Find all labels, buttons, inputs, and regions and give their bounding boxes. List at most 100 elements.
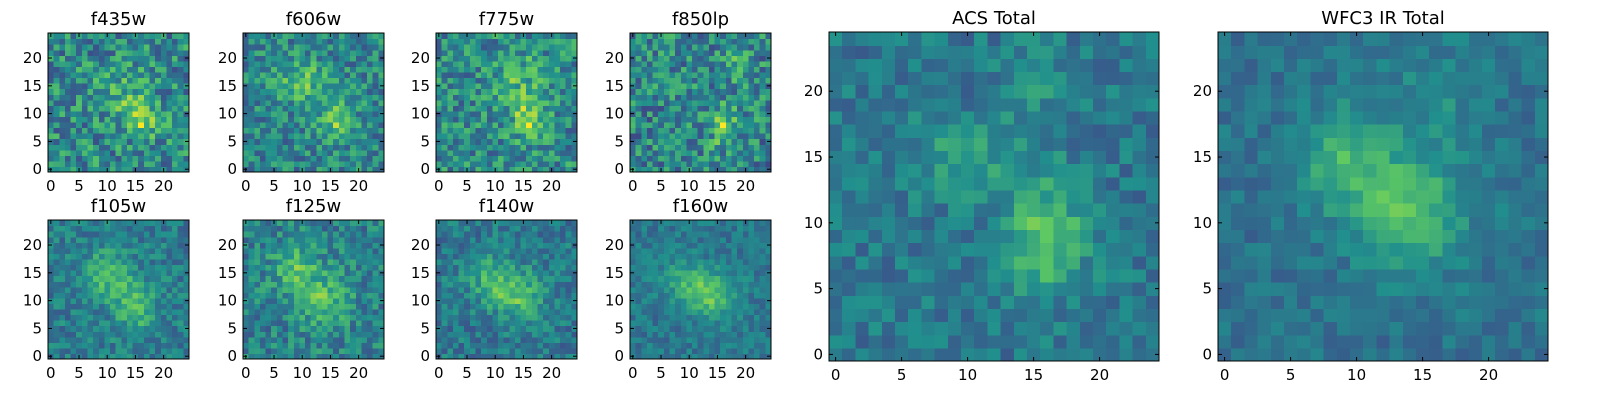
heatmap-cell — [150, 298, 156, 304]
heatmap-cell — [436, 89, 442, 95]
heatmap-cell — [509, 292, 515, 298]
heatmap-cell — [350, 342, 356, 348]
heatmap-cell — [543, 139, 549, 145]
heatmap-cell — [521, 259, 527, 265]
heatmap-cell — [509, 242, 515, 248]
heatmap-cell — [715, 122, 721, 128]
heatmap-cell — [99, 320, 105, 326]
heatmap-cell — [249, 111, 255, 117]
heatmap-cell — [743, 303, 749, 309]
heatmap-cell — [138, 253, 144, 259]
heatmap-cell — [150, 292, 156, 298]
heatmap-cell — [686, 281, 692, 287]
heatmap-cell — [743, 61, 749, 67]
heatmap-cell — [543, 133, 549, 139]
heatmap-cell — [260, 253, 266, 259]
heatmap-cell — [549, 116, 555, 122]
heatmap-cell — [715, 100, 721, 106]
heatmap-cell — [498, 342, 504, 348]
heatmap-cell — [59, 326, 65, 332]
heatmap-cell — [133, 348, 139, 354]
heatmap-cell — [447, 237, 453, 243]
heatmap-cell — [447, 342, 453, 348]
heatmap-cell — [127, 44, 133, 50]
heatmap-cell — [110, 44, 116, 50]
heatmap-cell — [653, 320, 659, 326]
heatmap-cell — [549, 89, 555, 95]
heatmap-cell — [453, 348, 459, 354]
heatmap-cell — [76, 298, 82, 304]
heatmap-cell — [254, 220, 260, 226]
heatmap-cell — [328, 287, 334, 293]
heatmap-cell — [110, 242, 116, 248]
heatmap-cell — [492, 111, 498, 117]
heatmap-cell — [464, 100, 470, 106]
heatmap-cell — [260, 150, 266, 156]
heatmap-cell — [760, 39, 766, 45]
y-tick-label: 10 — [218, 292, 237, 310]
heatmap-cell — [675, 100, 681, 106]
heatmap-cell — [470, 66, 476, 72]
heatmap-cell — [138, 348, 144, 354]
heatmap-cell — [658, 100, 664, 106]
heatmap-cell — [675, 61, 681, 67]
heatmap-cell — [243, 89, 249, 95]
heatmap-cell — [172, 348, 178, 354]
heatmap-cell — [521, 44, 527, 50]
heatmap-cell — [481, 337, 487, 343]
heatmap-cell — [311, 281, 317, 287]
heatmap-cell — [138, 122, 144, 128]
heatmap-cell — [669, 144, 675, 150]
heatmap-cell — [641, 83, 647, 89]
heatmap-cell — [76, 337, 82, 343]
heatmap-cell — [277, 270, 283, 276]
heatmap-cell — [110, 248, 116, 254]
heatmap-cell — [532, 337, 538, 343]
heatmap-cell — [686, 326, 692, 332]
heatmap-cell — [737, 72, 743, 78]
heatmap-cell — [373, 100, 379, 106]
heatmap-cell — [515, 270, 521, 276]
heatmap-cell — [538, 116, 544, 122]
heatmap-cell — [566, 44, 572, 50]
heatmap-cell — [748, 33, 754, 39]
heatmap-cell — [339, 77, 345, 83]
heatmap-cell — [294, 298, 300, 304]
heatmap-cell — [71, 128, 77, 134]
heatmap-cell — [521, 298, 527, 304]
heatmap-cell — [532, 303, 538, 309]
heatmap-cell — [316, 144, 322, 150]
heatmap-cell — [127, 298, 133, 304]
heatmap-cell — [566, 155, 572, 161]
y-tick-label: 5 — [227, 319, 237, 337]
heatmap-cell — [464, 242, 470, 248]
heatmap-cell — [532, 83, 538, 89]
heatmap-cell — [172, 66, 178, 72]
heatmap-cell — [311, 309, 317, 315]
heatmap-cell — [709, 72, 715, 78]
heatmap-cell — [743, 89, 749, 95]
heatmap-cell — [760, 66, 766, 72]
heatmap-cell — [166, 128, 172, 134]
heatmap-cell — [82, 242, 88, 248]
heatmap-cell — [127, 55, 133, 61]
heatmap-cell — [260, 61, 266, 67]
heatmap-cell — [361, 122, 367, 128]
heatmap-cell — [121, 61, 127, 67]
heatmap-cell — [350, 298, 356, 304]
heatmap-cell — [339, 253, 345, 259]
heatmap-cell — [560, 133, 566, 139]
heatmap-cell — [260, 44, 266, 50]
heatmap-cell — [110, 309, 116, 315]
heatmap-cell — [127, 342, 133, 348]
heatmap-cell — [76, 50, 82, 56]
heatmap-cell — [675, 66, 681, 72]
heatmap-cell — [127, 155, 133, 161]
heatmap-cell — [492, 161, 498, 167]
heatmap-cell — [498, 276, 504, 282]
heatmap-cell — [669, 337, 675, 343]
heatmap-cell — [703, 50, 709, 56]
heatmap-cell — [686, 44, 692, 50]
heatmap-cell — [104, 264, 110, 270]
heatmap-cell — [675, 348, 681, 354]
